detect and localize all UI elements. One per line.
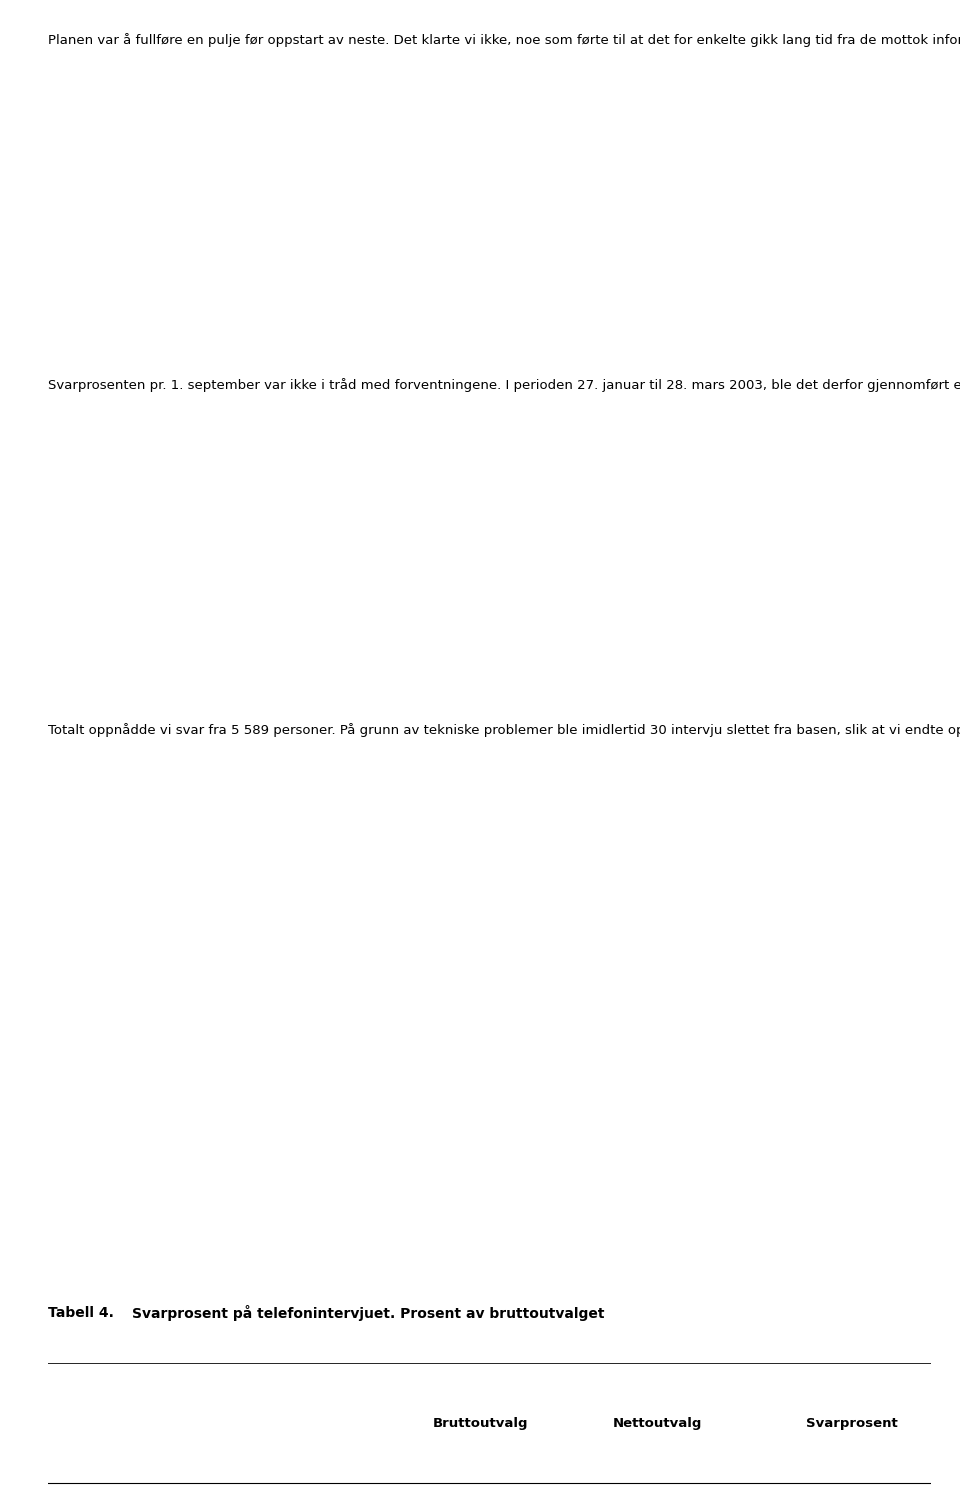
Text: Svarprosent: Svarprosent (805, 1416, 898, 1430)
Text: Svarprosenten pr. 1. september var ikke i tråd med forventningene. I perioden 27: Svarprosenten pr. 1. september var ikke … (48, 377, 960, 392)
Text: Bruttoutvalg: Bruttoutvalg (433, 1416, 529, 1430)
Text: Nettoutvalg: Nettoutvalg (612, 1416, 702, 1430)
Text: Planen var å fullføre en pulje før oppstart av neste. Det klarte vi ikke, noe so: Planen var å fullføre en pulje før oppst… (48, 33, 960, 46)
Text: Svarprosent på telefonintervjuet. Prosent av bruttoutvalget: Svarprosent på telefonintervjuet. Prosen… (132, 1305, 605, 1321)
Text: Totalt oppnådde vi svar fra 5 589 personer. På grunn av tekniske problemer ble i: Totalt oppnådde vi svar fra 5 589 person… (48, 722, 960, 737)
Text: Tabell 4.: Tabell 4. (48, 1306, 114, 1320)
